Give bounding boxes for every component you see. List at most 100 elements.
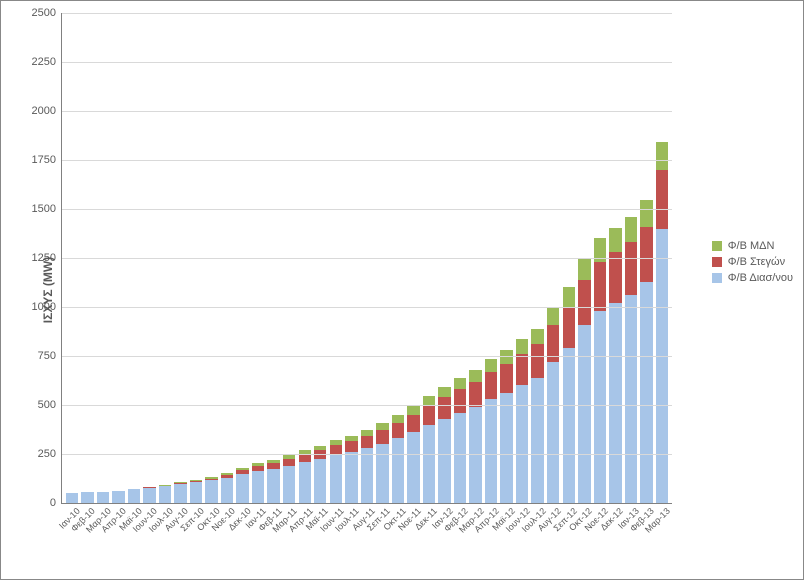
gridline <box>62 111 672 112</box>
gridline <box>62 62 672 63</box>
legend-label: Φ/Β Στεγών <box>728 256 785 268</box>
bar-segment-diasnou <box>500 393 512 503</box>
legend-label: Φ/Β Διασ/νου <box>728 272 793 284</box>
y-tick-label: 2500 <box>32 7 62 19</box>
stacked-bar <box>252 463 264 503</box>
bar-segment-stegon <box>345 441 357 452</box>
bar-segment-mdn <box>454 378 466 389</box>
bar-segment-mdn <box>376 423 388 430</box>
gridline <box>62 160 672 161</box>
chart-frame: ΙΣΧΥΣ (MW) Ιαν-10Φεβ-10Μαρ-10Απρ-10Μαϊ-1… <box>0 0 804 580</box>
bar-segment-mdn <box>563 287 575 307</box>
bar-segment-stegon <box>640 227 652 282</box>
bar-segment-diasnou <box>438 419 450 503</box>
bar-segment-mdn <box>640 200 652 226</box>
gridline <box>62 454 672 455</box>
bar-segment-mdn <box>469 370 481 382</box>
bar-segment-diasnou <box>563 348 575 503</box>
stacked-bar <box>531 329 543 503</box>
stacked-bar <box>236 468 248 503</box>
stacked-bar <box>174 482 186 503</box>
bar-segment-mdn <box>423 396 435 405</box>
bar-segment-stegon <box>438 397 450 419</box>
bar-segment-diasnou <box>485 399 497 503</box>
stacked-bar <box>283 455 295 503</box>
bar-segment-stegon <box>454 389 466 413</box>
bar-segment-mdn <box>531 329 543 345</box>
bar-segment-diasnou <box>578 325 590 503</box>
gridline <box>62 13 672 14</box>
bar-segment-diasnou <box>81 492 93 503</box>
bar-segment-diasnou <box>236 474 248 503</box>
bar-segment-diasnou <box>143 488 155 503</box>
bar-segment-mdn <box>547 307 559 325</box>
legend-item-mdn: Φ/Β ΜΔΝ <box>712 240 793 252</box>
bar-segment-mdn <box>609 228 621 253</box>
stacked-bar <box>454 378 466 503</box>
bar-segment-diasnou <box>205 480 217 503</box>
legend-label: Φ/Β ΜΔΝ <box>728 240 775 252</box>
bar-segment-diasnou <box>609 303 621 503</box>
y-tick-label: 500 <box>38 399 62 411</box>
y-tick-label: 2250 <box>32 56 62 68</box>
stacked-bar <box>563 287 575 503</box>
bar-segment-mdn <box>500 350 512 364</box>
bar-segment-diasnou <box>97 492 109 503</box>
stacked-bar <box>159 485 171 503</box>
bar-segment-diasnou <box>221 478 233 503</box>
stacked-bar <box>578 258 590 503</box>
bar-segment-diasnou <box>454 413 466 503</box>
bar-segment-stegon <box>656 170 668 229</box>
bar-segment-diasnou <box>190 482 202 503</box>
bar-segment-stegon <box>361 436 373 448</box>
bar-segment-mdn <box>392 415 404 423</box>
bar-segment-mdn <box>516 339 528 354</box>
y-tick-label: 0 <box>50 497 62 509</box>
stacked-bar <box>267 460 279 503</box>
bar-segment-diasnou <box>174 484 186 503</box>
stacked-bar <box>656 142 668 503</box>
bar-segment-stegon <box>563 307 575 348</box>
stacked-bar <box>392 415 404 503</box>
bar-segment-stegon <box>594 262 606 311</box>
bar-segment-stegon <box>283 459 295 466</box>
bar-segment-mdn <box>656 142 668 169</box>
bar-segment-diasnou <box>252 471 264 503</box>
y-tick-label: 1000 <box>32 301 62 313</box>
bar-segment-diasnou <box>267 469 279 503</box>
gridline <box>62 307 672 308</box>
bar-segment-stegon <box>469 382 481 407</box>
y-tick-label: 750 <box>38 350 62 362</box>
bar-segment-diasnou <box>516 385 528 503</box>
stacked-bar <box>66 493 78 503</box>
stacked-bar <box>345 436 357 503</box>
stacked-bar <box>376 423 388 503</box>
stacked-bar <box>516 339 528 503</box>
stacked-bar <box>485 359 497 503</box>
bar-segment-diasnou <box>423 425 435 503</box>
stacked-bar <box>625 217 637 503</box>
y-axis-title: ΙΣΧΥΣ (MW) <box>41 257 55 323</box>
stacked-bar <box>97 492 109 503</box>
bar-segment-diasnou <box>345 452 357 503</box>
bar-segment-diasnou <box>625 295 637 503</box>
bar-segment-stegon <box>625 242 637 295</box>
bar-segment-stegon <box>376 430 388 444</box>
stacked-bar <box>469 370 481 503</box>
bar-segment-mdn <box>407 406 419 415</box>
stacked-bar <box>299 450 311 503</box>
bar-segment-diasnou <box>314 459 326 503</box>
gridline <box>62 258 672 259</box>
bar-segment-diasnou <box>330 455 342 503</box>
bar-segment-stegon <box>423 405 435 425</box>
bar-segment-diasnou <box>640 282 652 503</box>
gridline <box>62 356 672 357</box>
gridline <box>62 405 672 406</box>
legend-swatch <box>712 257 722 267</box>
stacked-bar <box>205 477 217 503</box>
y-tick-label: 1750 <box>32 154 62 166</box>
legend-item-stegon: Φ/Β Στεγών <box>712 256 793 268</box>
stacked-bar <box>609 228 621 503</box>
y-tick-label: 250 <box>38 448 62 460</box>
bar-segment-stegon <box>392 423 404 439</box>
